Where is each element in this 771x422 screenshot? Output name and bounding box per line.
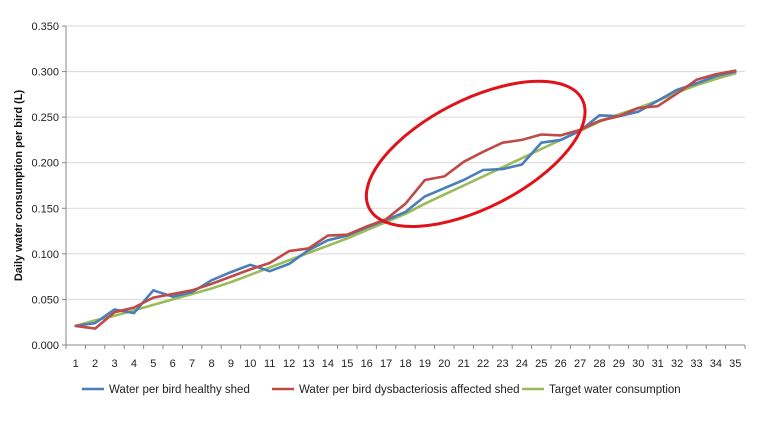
x-tick-label: 1 [73,358,79,370]
x-tick-label: 7 [189,358,195,370]
x-tick-label: 32 [671,358,683,370]
y-axis-label: Daily water consumption per bird (L) [13,90,25,282]
legend-label: Target water consumption [549,384,681,396]
x-tick-label: 15 [341,358,353,370]
gridlines [66,25,745,300]
x-tick-label: 25 [535,358,547,370]
x-tick-label: 14 [322,358,334,370]
x-tick-label: 10 [244,358,256,370]
x-tick-label: 26 [555,358,567,370]
series-line [74,69,737,330]
y-tick-label: 0.300 [31,67,59,79]
x-tick-label: 19 [419,358,431,370]
x-tick-label: 33 [690,358,702,370]
x-tick-label: 29 [613,358,625,370]
legend-label: Water per bird healthy shed [109,384,250,396]
y-tick-label: 0.200 [31,158,59,170]
x-tick-label: 22 [477,358,489,370]
y-tick-label: 0.050 [31,294,59,306]
x-tick-label: 20 [438,358,450,370]
y-axis-ticks: 0.000 0.050 0.100 0.150 0.200 0.250 0.300 0.350 [31,21,66,352]
legend-label: Water per bird dysbacteriosis affected s… [299,384,520,396]
x-tick-label: 35 [729,358,741,370]
x-tick-label: 24 [516,358,528,370]
legend: Water per bird healthy shed Water per bir… [82,384,681,396]
y-tick-label: 0.150 [31,203,59,215]
x-tick-label: 2 [92,358,98,370]
y-tick-label: 0.350 [31,21,59,33]
x-tick-label: 12 [283,358,295,370]
x-tick-label: 30 [632,358,644,370]
y-tick-label: 0.250 [31,112,59,124]
x-tick-label: 11 [264,358,275,370]
x-tick-label: 5 [150,358,156,370]
x-tick-label: 34 [710,358,722,370]
highlight-ellipse-annotation [364,79,587,228]
x-tick-label: 27 [574,358,586,370]
x-tick-label: 31 [652,358,664,370]
x-tick-label: 28 [593,358,605,370]
series-lines [74,69,737,330]
x-tick-label: 21 [458,358,470,370]
x-tick-label: 8 [208,358,214,370]
y-tick-label: 0.000 [31,340,59,352]
x-tick-label: 4 [131,358,137,370]
x-tick-label: 13 [302,358,314,370]
x-tick-label: 3 [111,358,117,370]
x-tick-label: 23 [496,358,508,370]
x-tick-label: 6 [170,358,176,370]
x-axis-ticks: 1 2 3 4 5 6 7 8 9 10 11 12 13 14 15 16 17 18 19 20 21 22 23 24 2… [65,345,746,370]
x-tick-label: 17 [380,358,392,370]
x-tick-label: 9 [228,358,234,370]
x-tick-label: 16 [361,358,373,370]
x-tick-label: 18 [399,358,411,370]
y-tick-label: 0.100 [31,249,59,261]
